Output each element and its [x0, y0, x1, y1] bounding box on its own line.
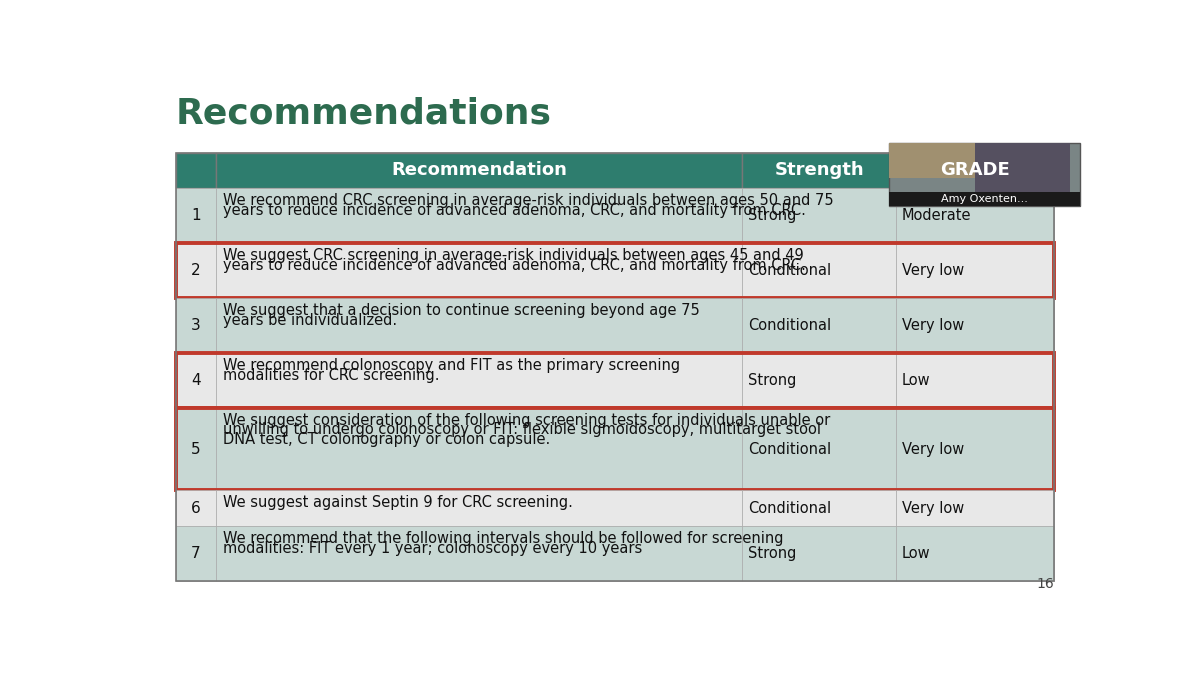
Bar: [216, 408, 743, 490]
Text: Strong: Strong: [748, 373, 797, 388]
Bar: [976, 143, 1070, 200]
Text: 6: 6: [191, 501, 200, 516]
Text: We suggest consideration of the following screening tests for individuals unable: We suggest consideration of the followin…: [223, 413, 830, 428]
Text: years to reduce incidence of advanced adenoma, CRC, and mortality from CRC.: years to reduce incidence of advanced ad…: [223, 258, 806, 273]
Bar: [889, 192, 1080, 206]
Bar: [216, 243, 743, 298]
Text: Very low: Very low: [901, 318, 964, 333]
Bar: [896, 490, 1054, 526]
Bar: [889, 143, 1080, 206]
Bar: [896, 243, 1054, 298]
Bar: [176, 243, 1054, 298]
Text: Very low: Very low: [901, 441, 964, 456]
Text: 5: 5: [191, 441, 200, 456]
Text: modalities: FIT every 1 year; colonoscopy every 10 years: modalities: FIT every 1 year; colonoscop…: [223, 541, 642, 556]
Text: Amy Oxenten...: Amy Oxenten...: [941, 194, 1028, 204]
Text: years be individualized.: years be individualized.: [223, 313, 397, 327]
Text: We suggest against Septin 9 for CRC screening.: We suggest against Septin 9 for CRC scre…: [223, 495, 572, 510]
Bar: [896, 408, 1054, 490]
Bar: [896, 188, 1054, 243]
Bar: [896, 526, 1054, 581]
Bar: [176, 526, 216, 581]
Text: unwilling to undergo colonoscopy or FIT: flexible sigmoidoscopy, multitarget sto: unwilling to undergo colonoscopy or FIT:…: [223, 423, 821, 437]
Text: Very low: Very low: [901, 263, 964, 278]
Text: modalities for CRC screening.: modalities for CRC screening.: [223, 367, 439, 383]
Text: Conditional: Conditional: [748, 318, 832, 333]
Bar: [216, 490, 743, 526]
Bar: [896, 153, 1054, 188]
Text: Moderate: Moderate: [901, 208, 971, 223]
Text: DNA test, CT colonography or colon capsule.: DNA test, CT colonography or colon capsu…: [223, 432, 551, 447]
Bar: [176, 353, 216, 408]
Bar: [896, 353, 1054, 408]
Text: Conditional: Conditional: [748, 501, 832, 516]
Bar: [216, 526, 743, 581]
Text: Strength: Strength: [774, 161, 864, 180]
Text: 1: 1: [191, 208, 200, 223]
Text: 2: 2: [191, 263, 200, 278]
Text: Conditional: Conditional: [748, 263, 832, 278]
Text: Conditional: Conditional: [748, 441, 832, 456]
Text: 16: 16: [1037, 577, 1054, 591]
Text: 7: 7: [191, 546, 200, 561]
Text: Strong: Strong: [748, 208, 797, 223]
Bar: [176, 153, 216, 188]
Bar: [743, 490, 896, 526]
Text: We suggest that a decision to continue screening beyond age 75: We suggest that a decision to continue s…: [223, 303, 700, 318]
Text: 3: 3: [191, 318, 200, 333]
Text: We recommend that the following intervals should be followed for screening: We recommend that the following interval…: [223, 531, 784, 546]
Text: GRADE: GRADE: [940, 161, 1010, 180]
Bar: [896, 298, 1054, 353]
Bar: [743, 298, 896, 353]
Bar: [743, 153, 896, 188]
Bar: [216, 153, 743, 188]
Bar: [216, 353, 743, 408]
Bar: [743, 408, 896, 490]
Text: 4: 4: [191, 373, 200, 388]
Bar: [176, 243, 216, 298]
Bar: [176, 353, 1054, 408]
Text: Strong: Strong: [748, 546, 797, 561]
Bar: [743, 526, 896, 581]
Bar: [176, 298, 216, 353]
Bar: [176, 408, 1054, 490]
Bar: [216, 298, 743, 353]
Text: Recommendation: Recommendation: [391, 161, 566, 180]
Bar: [176, 188, 216, 243]
Bar: [743, 188, 896, 243]
Text: Very low: Very low: [901, 501, 964, 516]
Bar: [176, 408, 216, 490]
Text: We recommend CRC screening in average-risk individuals between ages 50 and 75: We recommend CRC screening in average-ri…: [223, 194, 834, 209]
Bar: [889, 143, 985, 178]
Text: Recommendations: Recommendations: [176, 97, 552, 130]
Text: Low: Low: [901, 373, 930, 388]
Bar: [176, 153, 1054, 581]
Bar: [743, 353, 896, 408]
Text: We recommend colonoscopy and FIT as the primary screening: We recommend colonoscopy and FIT as the …: [223, 358, 680, 373]
Bar: [176, 490, 216, 526]
Bar: [216, 188, 743, 243]
Bar: [743, 243, 896, 298]
Text: Low: Low: [901, 546, 930, 561]
Text: years to reduce incidence of advanced adenoma, CRC, and mortality from CRC.: years to reduce incidence of advanced ad…: [223, 202, 806, 218]
Text: We suggest CRC screening in average-risk individuals between ages 45 and 49: We suggest CRC screening in average-risk…: [223, 248, 804, 263]
